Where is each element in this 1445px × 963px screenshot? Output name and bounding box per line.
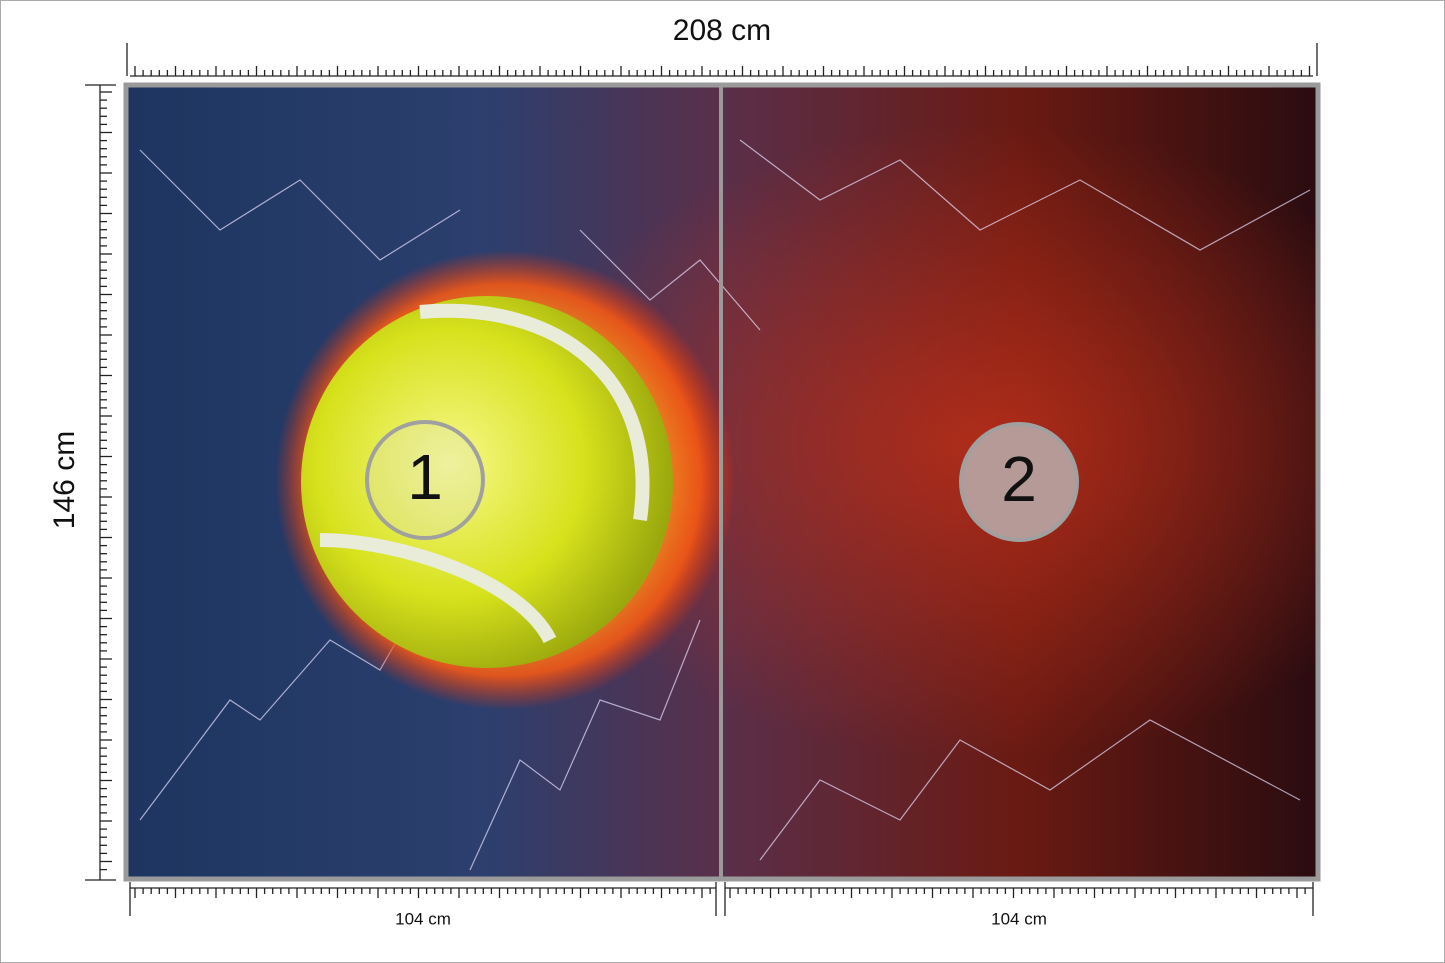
rulers: [85, 43, 1318, 916]
lightning: [139, 139, 1311, 871]
ball-seam: [419, 303, 650, 521]
panel-badge: [959, 422, 1079, 542]
panel-width-label: 104 cm: [991, 909, 1047, 928]
panel-number: 2: [1001, 443, 1037, 515]
image-frame: [123, 82, 1321, 882]
mural-image: [123, 82, 1321, 882]
total-height-label: 146 cm: [48, 431, 81, 529]
panel-badge: [365, 420, 485, 540]
panel-width-label: 104 cm: [395, 909, 451, 928]
total-width-label: 208 cm: [673, 14, 771, 47]
tennis-ball: [301, 296, 673, 668]
panel-number: 1: [407, 441, 443, 513]
ball-seam: [319, 533, 557, 644]
